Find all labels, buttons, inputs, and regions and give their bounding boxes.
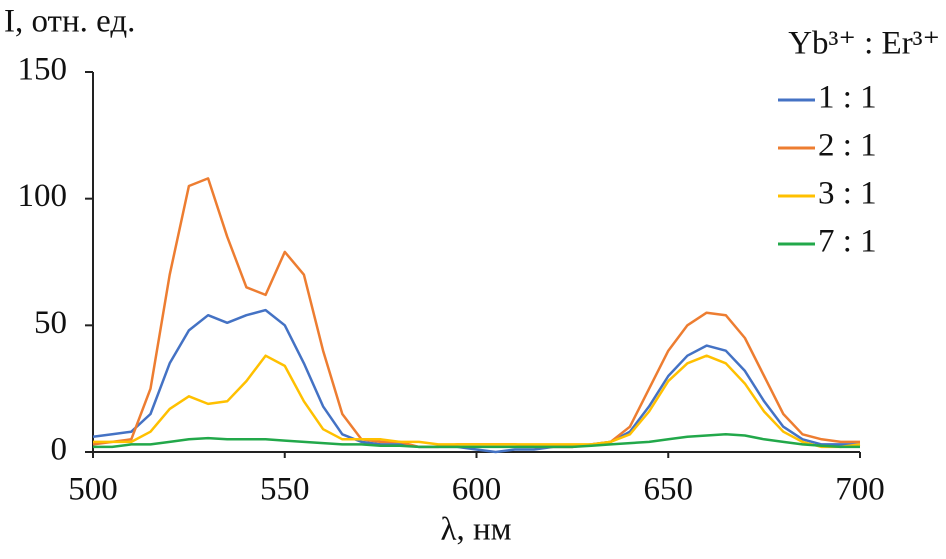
y-axis-label: I, отн. ед. (4, 4, 135, 40)
x-axis-label: λ, нм (440, 512, 511, 548)
x-tick-label: 500 (68, 472, 118, 508)
legend-label: 2 : 1 (818, 128, 877, 164)
x-tick-label: 600 (452, 472, 502, 508)
legend-label: 7 : 1 (818, 224, 877, 260)
legend-label: 3 : 1 (818, 176, 877, 212)
y-tick-label: 0 (51, 432, 68, 468)
legend-title: Yb³⁺ : Er³⁺ (788, 26, 940, 62)
x-tick-label: 550 (260, 472, 310, 508)
series-line (92, 308, 860, 454)
y-tick-label: 100 (18, 178, 68, 214)
series-line (93, 354, 861, 449)
y-tick-label: 150 (18, 52, 68, 88)
series-line (92, 177, 860, 449)
legend-label: 1 : 1 (818, 80, 877, 116)
x-tick-label: 650 (644, 472, 694, 508)
y-tick-label: 50 (34, 305, 67, 341)
series-line (93, 433, 860, 449)
x-tick-label: 700 (835, 472, 885, 508)
